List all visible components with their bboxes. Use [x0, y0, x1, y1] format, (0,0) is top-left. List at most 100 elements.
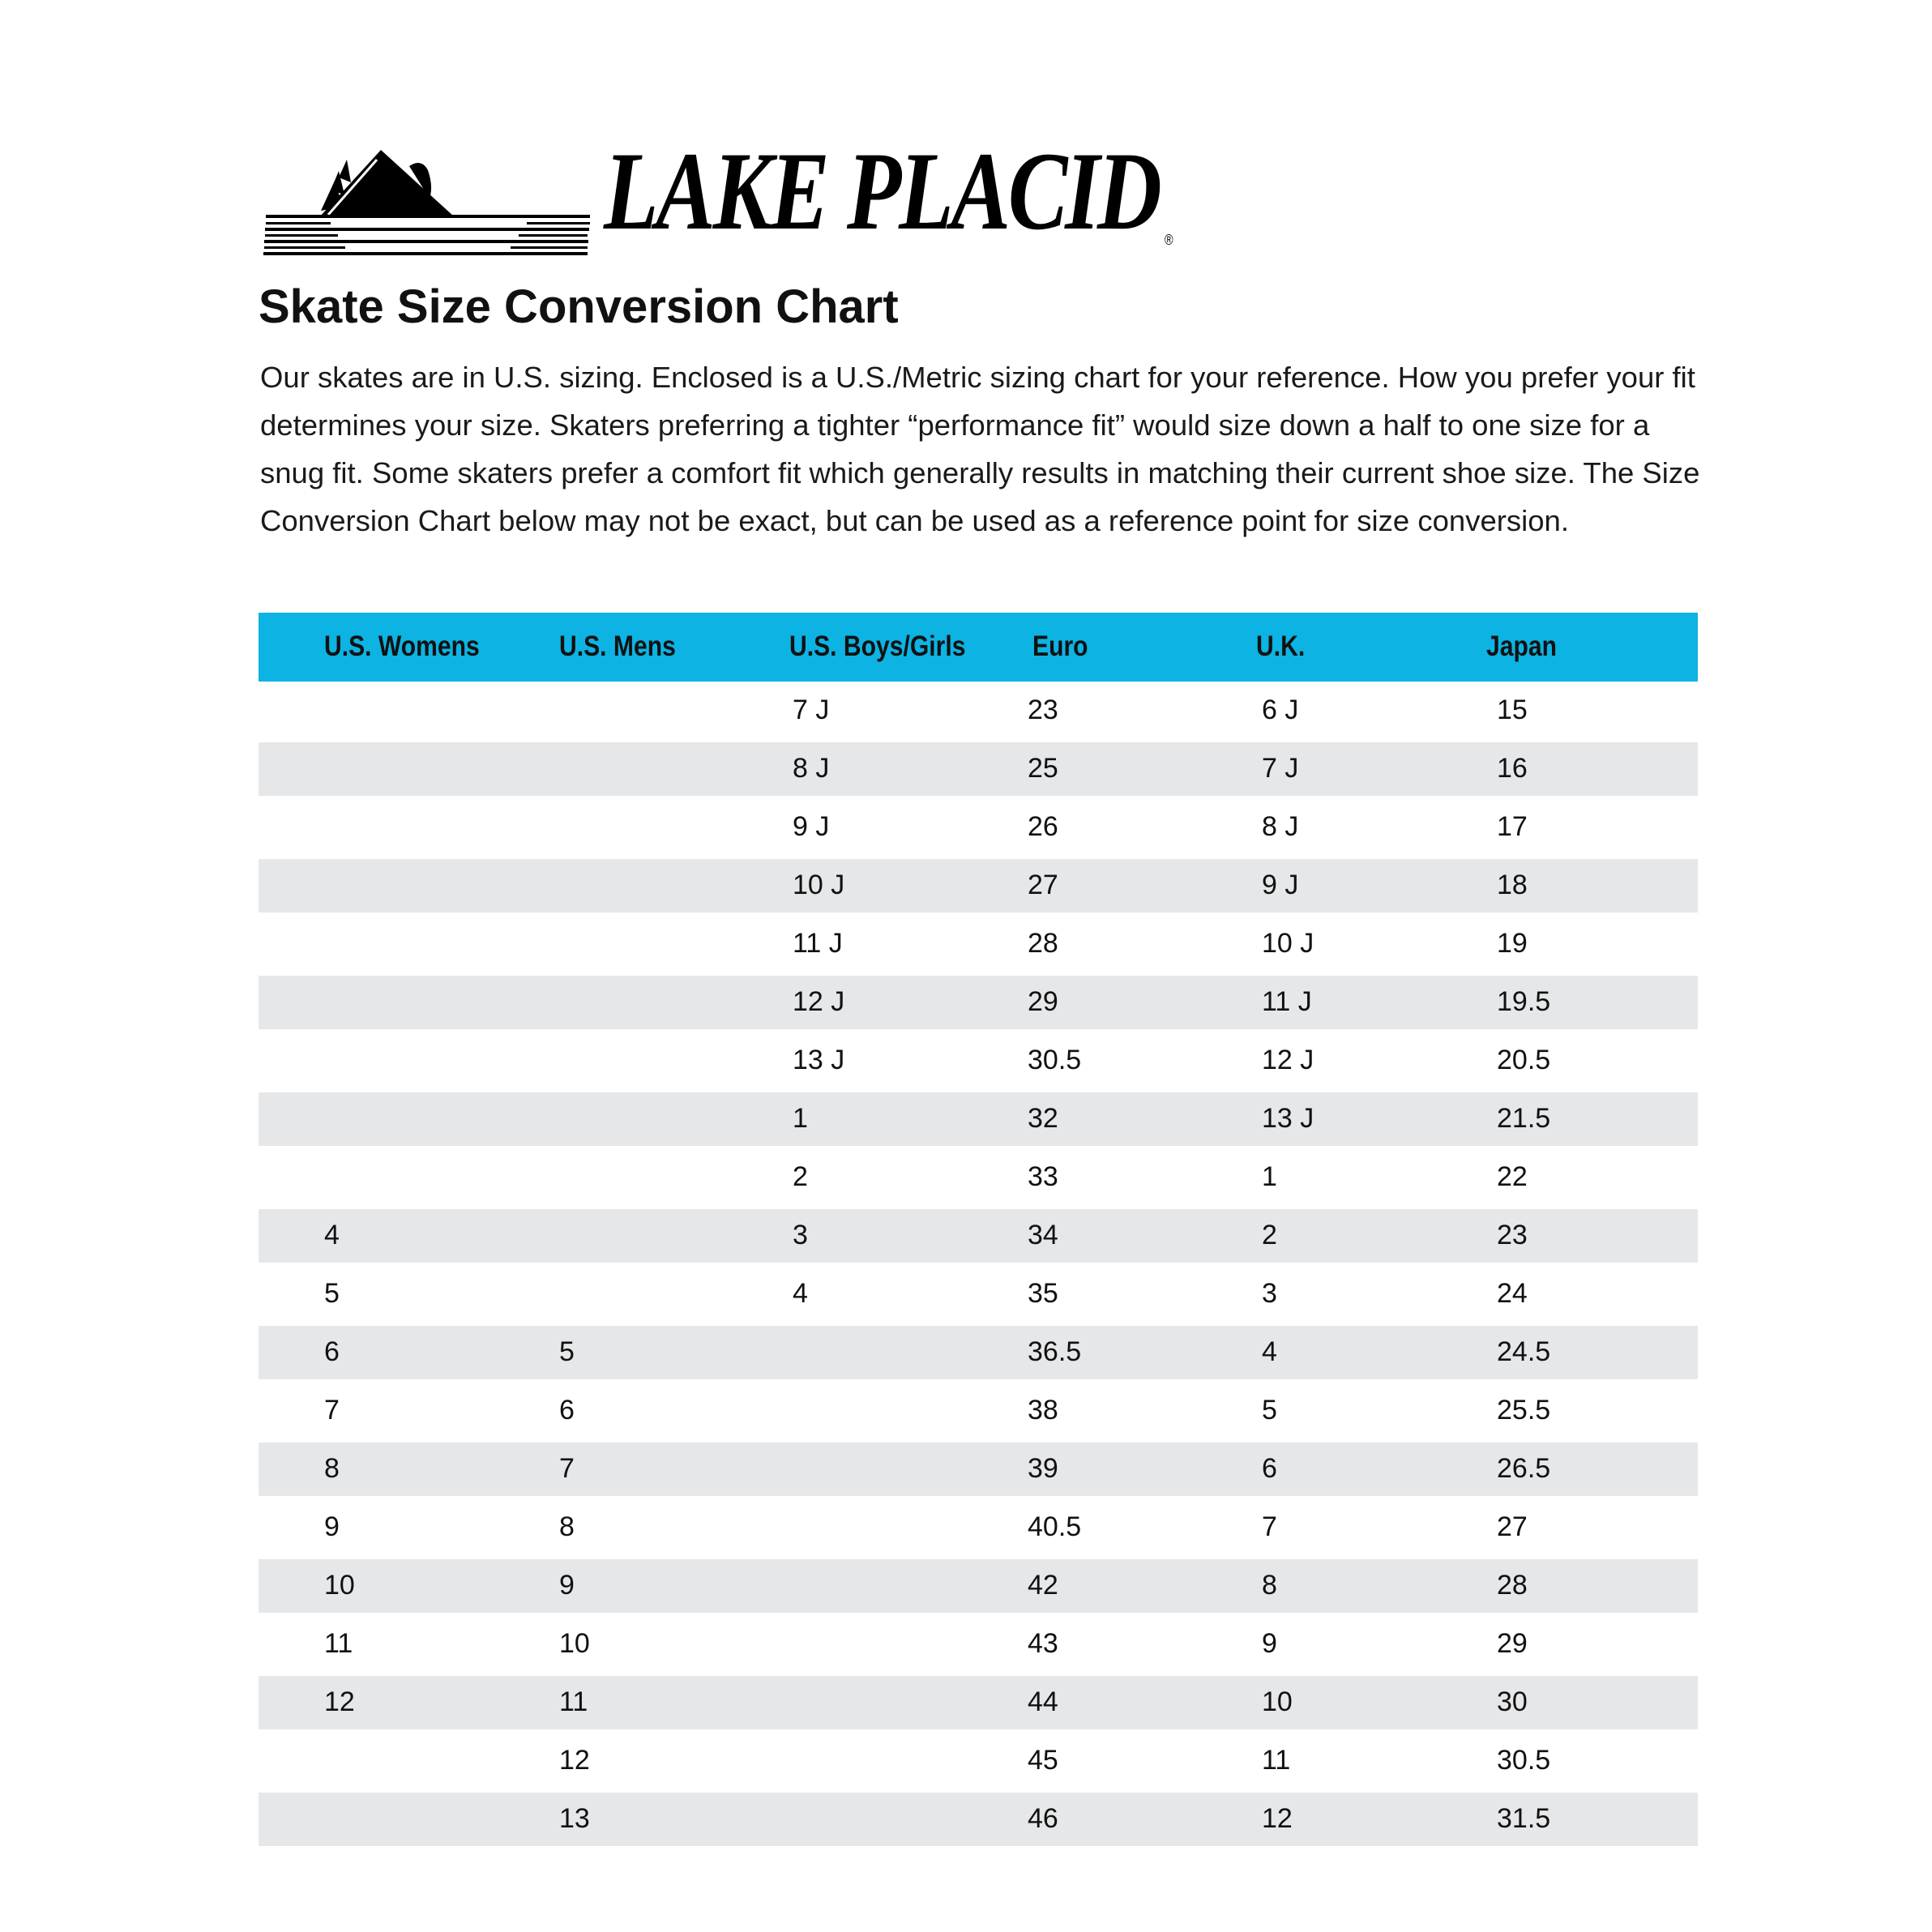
table-cell: 1 [1262, 1161, 1277, 1192]
table-cell: 19.5 [1497, 986, 1551, 1017]
table-cell: 8 J [793, 753, 830, 784]
table-row: 8 7 39 6 26.5 [259, 1440, 1698, 1498]
table-row: 13 J 30.5 12 J 20.5 [259, 1032, 1698, 1090]
table-cell: 21.5 [1497, 1103, 1551, 1134]
table-cell: 45 [1028, 1745, 1058, 1776]
table-cell: 10 J [793, 870, 845, 900]
table-cell: 8 J [1262, 811, 1299, 842]
table-cell: 43 [1028, 1628, 1058, 1659]
registered-mark: ® [1164, 232, 1173, 248]
table-cell: 8 [1262, 1570, 1277, 1601]
table-cell: 7 [559, 1453, 575, 1484]
table-cell: 12 [324, 1686, 355, 1717]
table-row: 11 J 28 10 J 19 [259, 915, 1698, 973]
table-cell: 29 [1028, 986, 1058, 1017]
table-cell: 18 [1497, 870, 1528, 900]
table-cell: 12 [1262, 1803, 1293, 1834]
table-cell: 6 [1262, 1453, 1277, 1484]
logo-wordmark-group: LAKE PLACID ® [604, 135, 1173, 248]
table-cell: 20.5 [1497, 1045, 1551, 1075]
table-cell: 9 J [1262, 870, 1299, 900]
table-cell: 28 [1497, 1570, 1528, 1601]
table-cell: 10 J [1262, 928, 1314, 959]
table-cell: 34 [1028, 1220, 1058, 1250]
table-row: 12 J 29 11 J 19.5 [259, 973, 1698, 1032]
table-cell: 25.5 [1497, 1395, 1551, 1425]
table-row: 12 45 11 30.5 [259, 1732, 1698, 1790]
table-cell: 24 [1497, 1278, 1528, 1309]
table-cell: 42 [1028, 1570, 1058, 1601]
page-title: Skate Size Conversion Chart [259, 280, 899, 333]
table-row: 13 46 12 31.5 [259, 1790, 1698, 1849]
table-cell: 9 [324, 1511, 340, 1542]
table-cell: 3 [1262, 1278, 1277, 1309]
table-cell: 13 J [1262, 1103, 1314, 1134]
table-cell: 2 [793, 1161, 808, 1192]
table-cell: 9 J [793, 811, 830, 842]
table-cell: 36.5 [1028, 1336, 1082, 1367]
table-cell: 11 [324, 1628, 353, 1659]
table-row: 7 J 23 6 J 15 [259, 682, 1698, 740]
table-cell: 11 J [793, 928, 843, 959]
table-row: 5 4 35 3 24 [259, 1265, 1698, 1323]
table-cell: 7 [324, 1395, 340, 1425]
table-row: 10 9 42 8 28 [259, 1557, 1698, 1615]
table-cell: 30 [1497, 1686, 1528, 1717]
table-cell: 29 [1497, 1628, 1528, 1659]
table-cell: 12 J [1262, 1045, 1314, 1075]
table-cell: 7 [1262, 1511, 1277, 1542]
table-row: 2 33 1 22 [259, 1148, 1698, 1207]
table-cell: 5 [324, 1278, 340, 1309]
lake-placid-logo: LAKE PLACID ® [263, 135, 1317, 255]
size-conversion-table: U.S. Womens U.S. Mens U.S. Boys/Girls Euro U… [259, 613, 1698, 1849]
table-cell: 4 [793, 1278, 808, 1309]
table-cell: 25 [1028, 753, 1058, 784]
column-header: Euro [1032, 630, 1088, 662]
table-cell: 7 J [793, 695, 830, 725]
table-cell: 6 [324, 1336, 340, 1367]
table-row: 9 J 26 8 J 17 [259, 798, 1698, 857]
column-header: U.S. Womens [324, 630, 480, 662]
table-cell: 11 [559, 1686, 588, 1717]
table-cell: 1 [793, 1103, 808, 1134]
table-cell: 13 J [793, 1045, 845, 1075]
table-cell: 12 [559, 1745, 590, 1776]
table-cell: 2 [1262, 1220, 1277, 1250]
table-cell: 23 [1497, 1220, 1528, 1250]
table-cell: 27 [1497, 1511, 1528, 1542]
table-cell: 12 J [793, 986, 845, 1017]
table-cell: 9 [559, 1570, 575, 1601]
intro-paragraph: Our skates are in U.S. sizing. Enclosed … [260, 361, 1700, 537]
table-cell: 10 [1262, 1686, 1293, 1717]
table-cell: 7 J [1262, 753, 1299, 784]
table-row: 7 6 38 5 25.5 [259, 1382, 1698, 1440]
table-cell: 4 [1262, 1336, 1277, 1367]
table-cell: 8 [559, 1511, 575, 1542]
table-cell: 24.5 [1497, 1336, 1551, 1367]
table-cell: 17 [1497, 811, 1528, 842]
table-cell: 40.5 [1028, 1511, 1082, 1542]
table-cell: 3 [793, 1220, 808, 1250]
table-cell: 26.5 [1497, 1453, 1551, 1484]
table-cell: 9 [1262, 1628, 1277, 1659]
table-cell: 38 [1028, 1395, 1058, 1425]
table-cell: 16 [1497, 753, 1528, 784]
table-row: 11 10 43 9 29 [259, 1615, 1698, 1673]
column-header: U.S. Mens [559, 630, 676, 662]
table-cell: 10 [324, 1570, 355, 1601]
table-cell: 6 [559, 1395, 575, 1425]
table-cell: 44 [1028, 1686, 1058, 1717]
mountain-logo-icon [263, 150, 590, 255]
table-cell: 27 [1028, 870, 1058, 900]
table-cell: 11 J [1262, 986, 1312, 1017]
table-cell: 22 [1497, 1161, 1528, 1192]
table-cell: 11 [1262, 1745, 1291, 1776]
table-row: 10 J 27 9 J 18 [259, 857, 1698, 915]
table-cell: 31.5 [1497, 1803, 1551, 1834]
column-header: Japan [1486, 630, 1557, 662]
table-cell: 10 [559, 1628, 590, 1659]
table-cell: 46 [1028, 1803, 1058, 1834]
table-cell: 33 [1028, 1161, 1058, 1192]
table-row: 1 32 13 J 21.5 [259, 1090, 1698, 1148]
